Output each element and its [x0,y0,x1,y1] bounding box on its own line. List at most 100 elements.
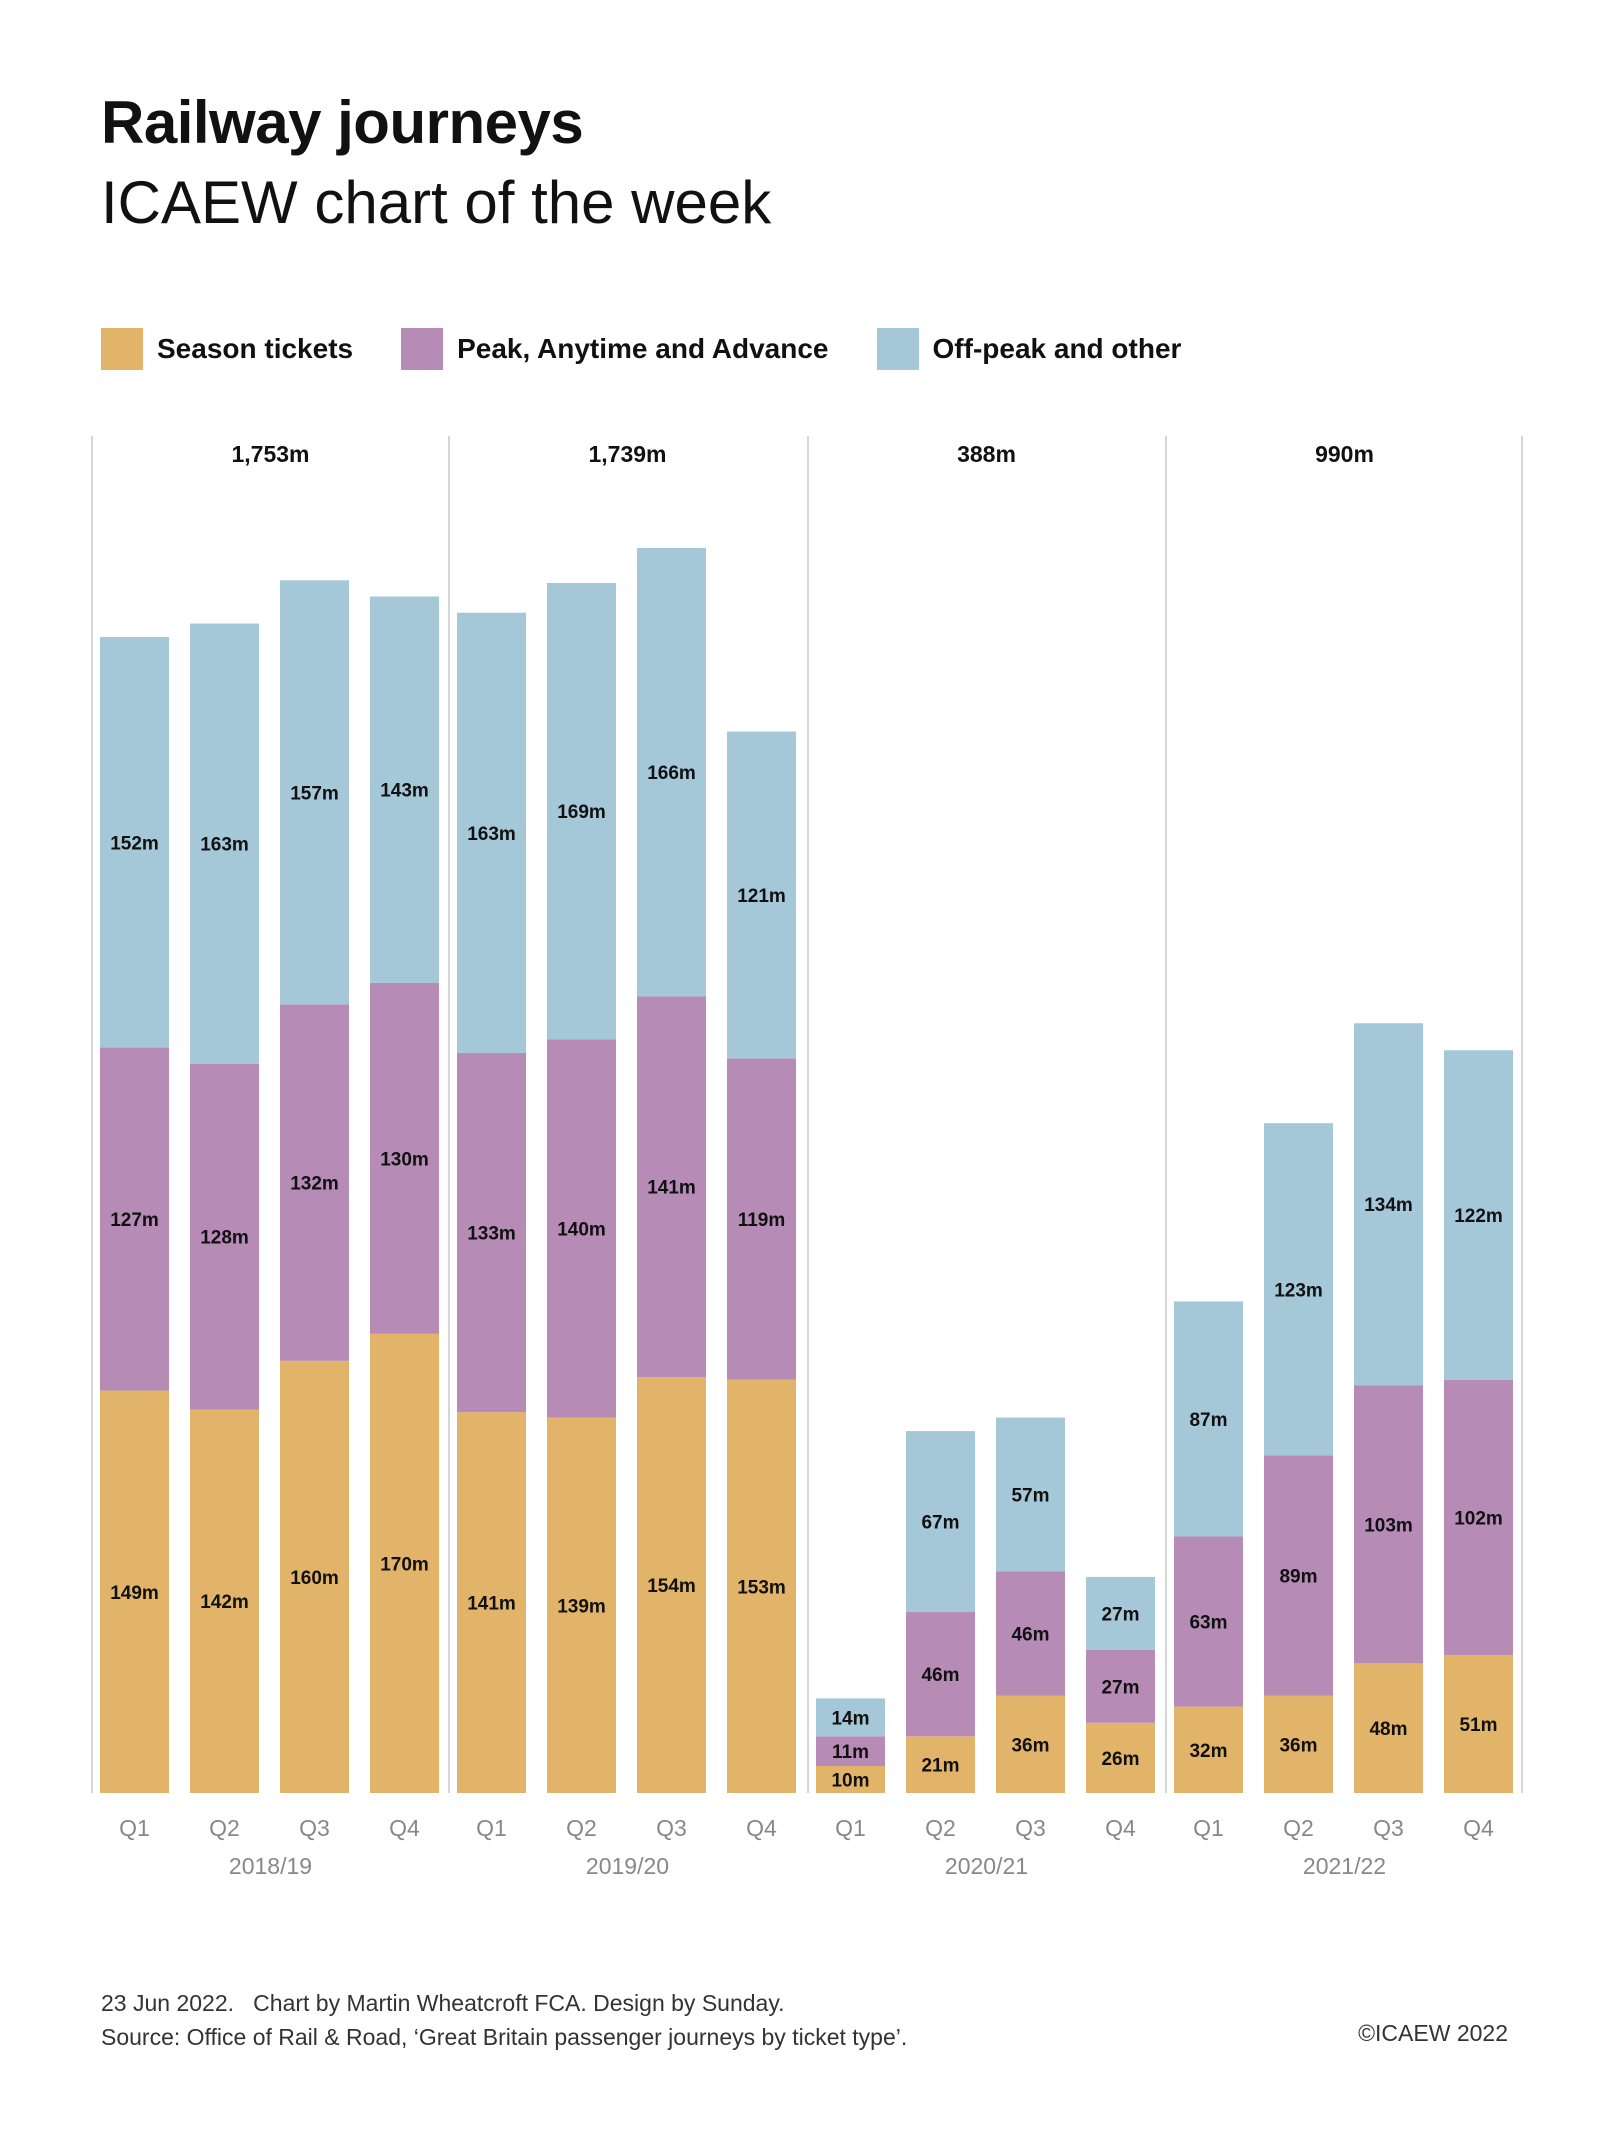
data-label: 163m [467,824,516,845]
bar-segment-season [996,1695,1065,1793]
group-total-label: 1,739m [588,441,666,467]
data-label: 140m [557,1220,606,1241]
legend-swatch-offpeak [876,328,919,370]
group-total-label: 388m [957,441,1016,467]
x-tick-label: Q2 [925,1815,956,1841]
bar-segment-peak [1174,1536,1243,1707]
data-label: 36m [1279,1735,1317,1756]
bar-segment-peak [906,1612,975,1737]
bar-segment-offpeak [280,580,349,1005]
group-total-label: 1,753m [231,441,309,467]
bar-segment-season [1444,1655,1513,1793]
x-tick-label: Q1 [476,1815,507,1841]
footer: 23 Jun 2022. Chart by Martin Wheatcroft … [101,1986,907,2054]
data-label: 26m [1101,1749,1139,1770]
data-label: 143m [380,781,429,802]
bar-segment-season [1174,1706,1243,1793]
data-label: 139m [557,1596,606,1617]
data-label: 48m [1369,1719,1407,1740]
legend: Season tickets Peak, Anytime and Advance… [101,328,1229,370]
data-label: 141m [647,1178,696,1199]
bar-segment-season [547,1417,616,1793]
data-label: 11m [832,1742,869,1763]
bar-segment-peak [1354,1385,1423,1664]
data-label: 57m [1011,1486,1049,1507]
bar-segment-season [1086,1722,1155,1793]
data-label: 14m [831,1708,869,1729]
data-label: 141m [467,1594,516,1615]
data-label: 134m [1364,1195,1413,1216]
bar-segment-season [1264,1695,1333,1793]
data-label: 46m [921,1665,959,1686]
data-label: 133m [467,1224,516,1245]
data-label: 169m [557,802,606,823]
bar-segment-offpeak [370,596,439,983]
x-tick-label: Q1 [835,1815,866,1841]
bar-segment-offpeak [1444,1050,1513,1380]
bar-segment-peak [370,982,439,1334]
data-label: 130m [380,1149,429,1170]
data-label: 157m [290,783,339,804]
data-label: 163m [200,835,249,856]
bar-segment-peak [1086,1649,1155,1723]
data-label: 21m [921,1756,959,1777]
bar-segment-peak [637,996,706,1378]
x-tick-label: Q2 [209,1815,240,1841]
x-tick-label: Q1 [119,1815,150,1841]
data-label: 10m [831,1770,869,1791]
data-label: 27m [1101,1677,1139,1698]
legend-swatch-season [101,328,143,370]
data-label: 36m [1011,1735,1049,1756]
year-label: 2020/21 [945,1853,1028,1879]
data-label: 160m [290,1568,339,1589]
bar-segment-season [906,1736,975,1793]
data-label: 128m [200,1228,249,1249]
legend-swatch-peak [401,328,444,370]
data-label: 32m [1189,1741,1227,1762]
bar-segment-peak [996,1571,1065,1696]
bar-segment-season [727,1379,796,1793]
x-tick-label: Q1 [1193,1815,1224,1841]
bar-segment-peak [100,1047,169,1391]
data-label: 27m [1101,1604,1139,1625]
bar-segment-season [816,1765,885,1793]
year-label: 2018/19 [229,1853,312,1879]
bar-segment-season [457,1412,526,1793]
bar-segment-offpeak [637,547,706,997]
legend-label: Season tickets [157,333,354,364]
data-label: 127m [110,1210,159,1231]
bar-segment-offpeak [996,1417,1065,1572]
bar-segment-peak [280,1004,349,1361]
bar-segment-offpeak [1354,1023,1423,1386]
x-tick-label: Q4 [1105,1815,1136,1841]
bar-segment-peak [1264,1455,1333,1696]
copyright: ©ICAEW 2022 [1358,2020,1508,2046]
bar-segment-offpeak [1174,1301,1243,1537]
x-tick-label: Q3 [1015,1815,1046,1841]
data-label: 153m [737,1577,786,1598]
bar-segment-offpeak [547,583,616,1040]
bar-segment-offpeak [1086,1576,1155,1650]
x-tick-label: Q3 [1373,1815,1404,1841]
bar-segment-peak [1444,1379,1513,1656]
bar-segment-season [190,1409,259,1793]
x-tick-label: Q3 [299,1815,330,1841]
bar-segment-peak [547,1039,616,1418]
legend-item-season: Season tickets [101,328,353,370]
legend-item-offpeak: Off-peak and other [876,328,1181,370]
data-label: 122m [1454,1206,1503,1227]
bar-segment-peak [727,1058,796,1380]
footer-credit: 23 Jun 2022. Chart by Martin Wheatcroft … [101,1990,785,2016]
data-label: 46m [1011,1625,1049,1646]
bar-segment-offpeak [906,1431,975,1613]
data-label: 119m [738,1210,786,1231]
data-label: 121m [737,886,786,907]
bar-segment-peak [816,1736,885,1766]
x-tick-label: Q2 [1283,1815,1314,1841]
bar-segment-offpeak [190,623,259,1064]
bar-segment-offpeak [457,612,526,1053]
bar-segment-peak [190,1063,259,1410]
group-total-label: 990m [1315,441,1374,467]
data-label: 102m [1454,1509,1503,1530]
